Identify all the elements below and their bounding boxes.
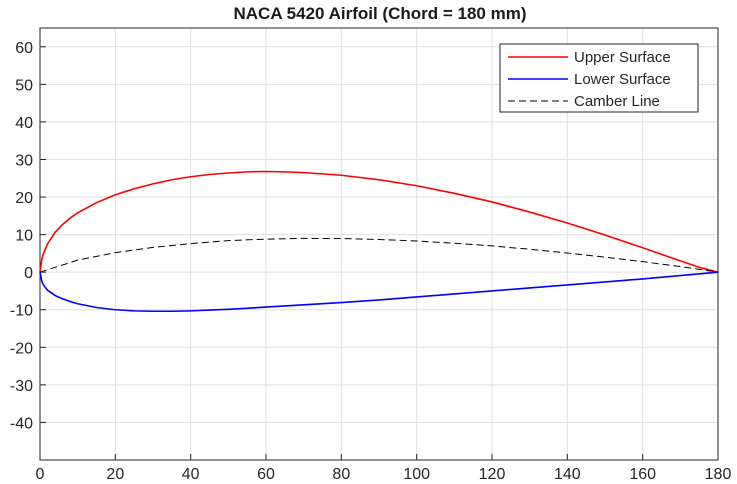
axis-ticks: 0 20 40 60 80 100 120 140 160 180 -40 -30 -20 -10 0 10 2… <box>10 40 732 483</box>
y-tick-label: 30 <box>15 152 33 169</box>
x-tick-label: 20 <box>106 466 124 483</box>
x-tick-label: 100 <box>403 466 430 483</box>
x-tick-label: 80 <box>332 466 350 483</box>
plot-frame <box>39 27 719 461</box>
x-tick-label: 40 <box>182 466 200 483</box>
x-tick-label: 120 <box>479 466 506 483</box>
y-tick-label: 20 <box>15 190 33 207</box>
y-tick-label: -20 <box>10 340 33 357</box>
legend-label: Upper Surface <box>574 49 671 66</box>
series-line <box>39 271 719 313</box>
y-tick-label: 50 <box>15 77 33 94</box>
x-tick-label: 180 <box>705 466 732 483</box>
x-tick-label: 0 <box>36 466 45 483</box>
series-line <box>39 170 719 273</box>
y-tick-label: 60 <box>15 40 33 57</box>
y-tick-label: -10 <box>10 303 33 320</box>
legend: Upper Surface Lower Surface Camber Line <box>499 43 699 113</box>
legend-label: Lower Surface <box>574 71 671 88</box>
series-lines <box>39 170 719 313</box>
series-line <box>39 237 719 273</box>
y-tick-label: 40 <box>15 115 33 132</box>
y-tick-label: 0 <box>24 265 33 282</box>
x-tick-label: 160 <box>629 466 656 483</box>
y-tick-label: 10 <box>15 228 33 245</box>
y-tick-label: -30 <box>10 378 33 395</box>
legend-label: Camber Line <box>574 93 660 110</box>
x-tick-label: 140 <box>554 466 581 483</box>
x-tick-label: 60 <box>257 466 275 483</box>
y-tick-label: -40 <box>10 415 33 432</box>
chart-title: NACA 5420 Airfoil (Chord = 180 mm) <box>233 4 526 23</box>
